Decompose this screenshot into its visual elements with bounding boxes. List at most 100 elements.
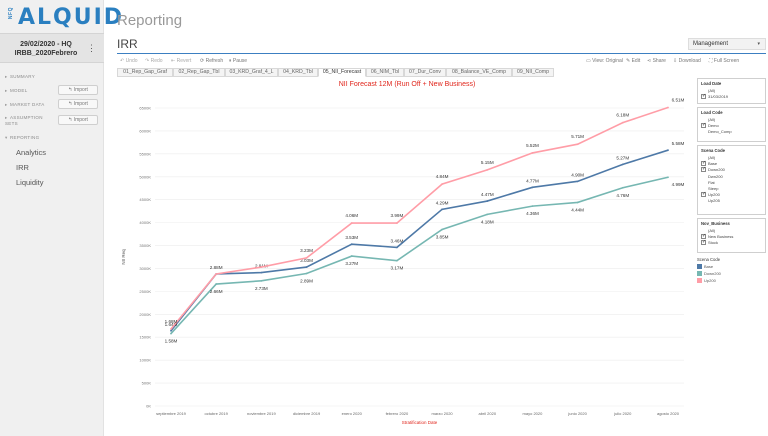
data-point <box>215 283 218 285</box>
chevron-down-icon: ▾ <box>757 41 760 47</box>
filter-option[interactable]: Demo <box>701 122 762 129</box>
checkbox <box>701 117 706 122</box>
undo-button[interactable]: ↶ Undo <box>120 58 138 64</box>
tab-08-balance-ve-comp[interactable]: 08_Balance_VE_Comp <box>446 68 512 77</box>
tab-07-dur-conv[interactable]: 07_Dur_Conv <box>404 68 446 77</box>
filter-load-code: Load Code (All) Demo Demo_Comp <box>697 107 766 142</box>
refresh-button[interactable]: ⟳ Refresh <box>200 58 224 64</box>
tab-06-nim-tbl[interactable]: 06_NIM_Tbl <box>366 68 404 77</box>
data-point <box>305 257 308 259</box>
sidebar-item-liquidity[interactable]: Liquidity <box>16 178 44 187</box>
filter-option[interactable]: 31/03/2019 <box>701 93 762 100</box>
filter-load-date: Load Date (All) 31/03/2019 <box>697 78 766 104</box>
data-point <box>350 255 353 257</box>
y-tick-label: 2000K <box>139 312 151 317</box>
y-tick-label: 0K <box>146 404 151 409</box>
share-button[interactable]: ⋖ Share <box>647 58 666 64</box>
x-tick-label: septiembre 2019 <box>156 411 187 416</box>
filter-option[interactable]: Down200 <box>701 166 762 173</box>
nav-reporting[interactable]: ▾ REPORTING <box>5 135 40 140</box>
data-point <box>260 266 263 268</box>
y-tick-label: 6000K <box>139 128 151 133</box>
toolbar: ↶ Undo ↷ Redo ⇤ Revert ⟳ Refresh ⏸ Pause… <box>117 57 766 67</box>
data-label: 4.77M <box>526 178 539 183</box>
data-label: 4.36M <box>526 211 539 216</box>
tab-09-nii-comp[interactable]: 09_NII_Comp <box>512 68 554 77</box>
x-tick-label: noviembre 2019 <box>247 411 276 416</box>
filter-option[interactable]: Dwn200 <box>701 173 762 180</box>
checkbox <box>701 155 706 160</box>
filter-option[interactable]: Stock <box>701 239 762 246</box>
series-line-up200 <box>170 106 669 330</box>
filter-option[interactable]: Flat <box>701 179 762 186</box>
tab-05-nii-forecast[interactable]: 05_NII_Forecast <box>318 68 366 77</box>
data-point <box>667 149 669 152</box>
y-tick-label: 3500K <box>139 243 151 248</box>
fullscreen-button[interactable]: ⛶ Full Screen <box>709 58 740 64</box>
x-tick-label: agosto 2020 <box>657 411 680 416</box>
nav-assumption-sets[interactable]: ▸ ASSUMPTION SETS <box>5 115 43 126</box>
tab-04-krd-tbl[interactable]: 04_KRD_Tbl <box>278 68 318 77</box>
data-label: 3.17M <box>391 266 404 271</box>
data-point <box>350 243 353 246</box>
data-label: 4.47M <box>481 192 494 197</box>
tab-02-rep-gap-tbl[interactable]: 02_Rep_Gap_Tbl <box>173 68 225 77</box>
context-name: IRBB_2020Febrero <box>14 50 78 57</box>
y-tick-label: 1000K <box>139 358 151 363</box>
series-line-down200 <box>170 176 669 335</box>
filter-option[interactable]: Up200 <box>701 191 762 198</box>
filter-option[interactable]: Steep <box>701 185 762 192</box>
x-tick-label: enero 2020 <box>342 411 363 416</box>
x-tick-label: mayo 2020 <box>523 411 544 416</box>
tab-03-krd-graf[interactable]: 03_KRD_Graf_4_L <box>225 68 278 77</box>
kebab-menu-icon[interactable]: ⋮ <box>87 43 96 53</box>
y-tick-label: 6500K <box>139 106 151 111</box>
checkbox <box>701 179 706 185</box>
data-point <box>170 329 172 332</box>
pause-button[interactable]: ⏸ Pause <box>229 58 248 64</box>
model-import-button[interactable]: ↰ Import <box>58 85 98 95</box>
market-data-import-button[interactable]: ↰ Import <box>58 99 98 109</box>
series-line-base <box>170 149 669 332</box>
filter-option[interactable]: Up205 <box>701 198 762 204</box>
filter-option[interactable]: (All) <box>701 155 762 161</box>
filter-scena-code: Scena Code (All) Base Down200 Dwn200 Fla… <box>697 145 766 215</box>
legend-item-up200[interactable]: Up200 <box>697 278 766 285</box>
filter-option[interactable]: (All) <box>701 88 762 94</box>
edit-button[interactable]: ✎ Edit <box>626 58 641 64</box>
tab-01-rep-gap-graf[interactable]: 01_Rep_Gap_Graf <box>117 68 173 77</box>
filter-title: Load Code <box>701 110 723 115</box>
assumption-sets-import-button[interactable]: ↰ Import <box>58 115 98 125</box>
data-label: 4.76M <box>616 193 629 198</box>
sidebar-item-irr[interactable]: IRR <box>16 163 29 172</box>
filter-option[interactable]: (All) <box>701 228 762 234</box>
redo-button[interactable]: ↷ Redo <box>145 58 163 64</box>
view-select[interactable]: Management ▾ <box>688 38 766 50</box>
context-selector[interactable]: 29/02/2020 - HQ IRBB_2020Febrero ⋮ <box>0 33 104 63</box>
view-original-button[interactable]: ▭ View: Original <box>586 58 623 64</box>
data-label: 5.27M <box>616 155 629 160</box>
nav-model[interactable]: ▸ MODEL <box>5 88 28 93</box>
nav-market-data[interactable]: ▸ MARKET DATA <box>5 102 45 107</box>
context-date: 29/02/2020 - HQ <box>20 41 72 48</box>
legend-item-down200[interactable]: Down200 <box>697 271 766 278</box>
download-button[interactable]: ⇩ Download <box>673 58 701 64</box>
filter-option[interactable]: (All) <box>701 117 762 123</box>
legend-item-base[interactable]: Base <box>697 264 766 271</box>
sidebar-item-analytics[interactable]: Analytics <box>16 148 47 157</box>
filter-option[interactable]: Demo_Comp <box>701 129 762 135</box>
legend-swatch <box>697 278 702 283</box>
x-tick-label: octubre 2019 <box>205 411 229 416</box>
data-label: 5.15M <box>481 160 494 165</box>
nav-summary[interactable]: ▸ SUMMARY <box>5 74 36 79</box>
data-label: 5.71M <box>571 134 584 139</box>
x-tick-label: julio 2020 <box>613 411 632 416</box>
data-label: 2.66M <box>210 289 223 294</box>
data-label: 2.91M <box>255 264 268 269</box>
data-point <box>396 246 398 249</box>
chart-legend: Scena Code Base Down200 Up200 <box>697 257 766 285</box>
revert-button[interactable]: ⇤ Revert <box>171 58 192 64</box>
checkbox <box>701 185 706 191</box>
data-label: 3.46M <box>391 238 404 243</box>
